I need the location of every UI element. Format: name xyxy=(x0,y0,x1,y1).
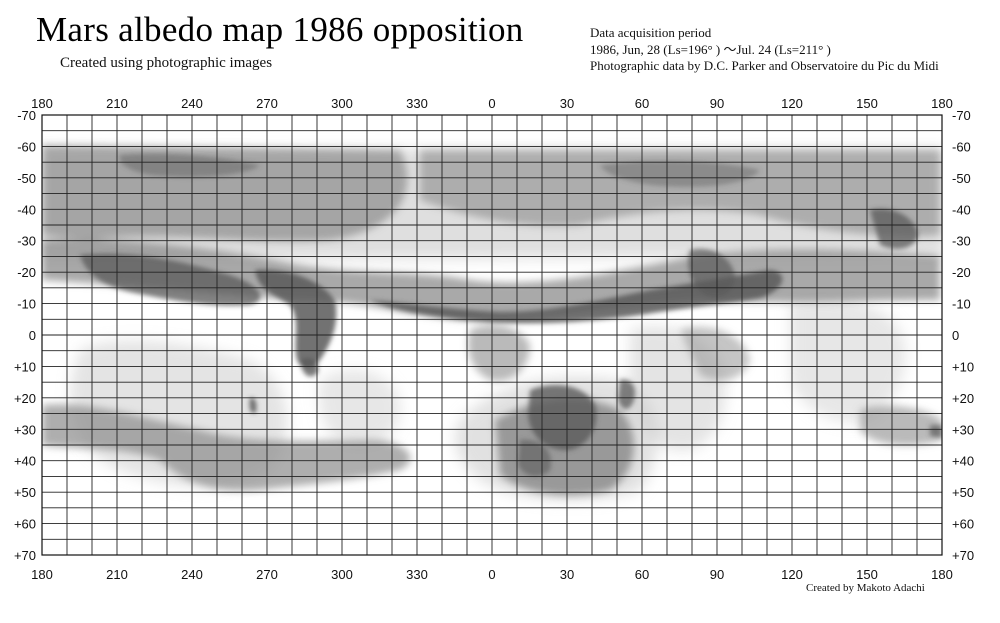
latitude-label: +40 xyxy=(952,454,974,469)
latitude-label: +10 xyxy=(14,359,36,374)
latitude-label: +20 xyxy=(14,391,36,406)
coordinate-grid xyxy=(41,114,943,556)
latitude-label: +30 xyxy=(14,422,36,437)
longitude-label: 270 xyxy=(256,96,278,111)
dark-albedo-regions xyxy=(80,153,942,477)
latitude-label: +50 xyxy=(14,485,36,500)
longitude-label: 30 xyxy=(560,567,574,582)
latitude-label: -30 xyxy=(952,234,971,249)
latitude-label: +60 xyxy=(14,517,36,532)
longitude-label: 330 xyxy=(406,567,428,582)
longitude-label: 60 xyxy=(635,96,649,111)
latitude-label: -20 xyxy=(952,265,971,280)
latitude-label: +30 xyxy=(952,422,974,437)
acquisition-heading: Data acquisition period xyxy=(590,25,712,40)
longitude-label: 330 xyxy=(406,96,428,111)
latitude-label: -60 xyxy=(952,139,971,154)
longitude-label: 210 xyxy=(106,567,128,582)
map-subtitle: Created using photographic images xyxy=(60,55,273,71)
latitude-label: -50 xyxy=(952,171,971,186)
longitude-label: 300 xyxy=(331,96,353,111)
latitude-label: 0 xyxy=(952,328,959,343)
longitude-label: 210 xyxy=(106,96,128,111)
latitude-label: -50 xyxy=(17,171,36,186)
longitude-label: 120 xyxy=(781,567,803,582)
acquisition-info: Data acquisition period 1986, Jun, 28 (L… xyxy=(590,25,970,75)
longitude-label: 180 xyxy=(31,567,53,582)
longitude-label: 180 xyxy=(931,567,953,582)
longitude-label: 270 xyxy=(256,567,278,582)
latitude-label: -20 xyxy=(17,265,36,280)
latitude-label: +20 xyxy=(952,391,974,406)
longitude-label: 60 xyxy=(635,567,649,582)
latitude-labels-right: -70 -60 -50 -40 -30 -20 -10 0 +10 +20 +30 +40 +50 +60… xyxy=(952,108,974,563)
longitude-label: 90 xyxy=(710,567,724,582)
latitude-label: 0 xyxy=(29,328,36,343)
longitude-label: 120 xyxy=(781,96,803,111)
map-title: Mars albedo map 1986 opposition xyxy=(36,10,524,49)
data-source: Photographic data by D.C. Parker and Obs… xyxy=(590,58,939,73)
longitude-label: 240 xyxy=(181,567,203,582)
latitude-label: -70 xyxy=(952,108,971,123)
longitude-labels-bottom: 180 210 240 270 300 330 0 30 60 90 120 150 180 xyxy=(31,567,953,582)
longitude-label: 300 xyxy=(331,567,353,582)
longitude-label: 240 xyxy=(181,96,203,111)
latitude-label: -40 xyxy=(17,202,36,217)
longitude-label: 0 xyxy=(488,567,495,582)
latitude-label: -60 xyxy=(17,139,36,154)
longitude-label: 180 xyxy=(31,96,53,111)
longitude-label: 180 xyxy=(931,96,953,111)
longitude-label: 150 xyxy=(856,567,878,582)
latitude-label: +40 xyxy=(14,454,36,469)
latitude-label: +50 xyxy=(952,485,974,500)
latitude-label: +70 xyxy=(14,548,36,563)
latitude-label: -10 xyxy=(952,297,971,312)
longitude-label: 0 xyxy=(488,96,495,111)
latitude-label: -30 xyxy=(17,234,36,249)
latitude-label: +70 xyxy=(952,548,974,563)
longitude-label: 150 xyxy=(856,96,878,111)
latitude-label: +60 xyxy=(952,517,974,532)
longitude-labels-top: 180 210 240 270 300 330 0 30 60 90 120 150 180 xyxy=(31,96,953,111)
latitude-label: -10 xyxy=(17,297,36,312)
longitude-label: 90 xyxy=(710,96,724,111)
acquisition-period: 1986, Jun, 28 (Ls=196° ) ～Jul. 24 (Ls=21… xyxy=(590,41,831,57)
longitude-label: 30 xyxy=(560,96,574,111)
latitude-label: +10 xyxy=(952,359,974,374)
credit-text: Created by Makoto Adachi xyxy=(806,582,925,594)
latitude-label: -70 xyxy=(17,108,36,123)
latitude-label: -40 xyxy=(952,202,971,217)
latitude-labels-left: -70 -60 -50 -40 -30 -20 -10 0 +10 +20 +30 +40 +50 +60… xyxy=(14,108,36,563)
map-border xyxy=(41,114,943,556)
